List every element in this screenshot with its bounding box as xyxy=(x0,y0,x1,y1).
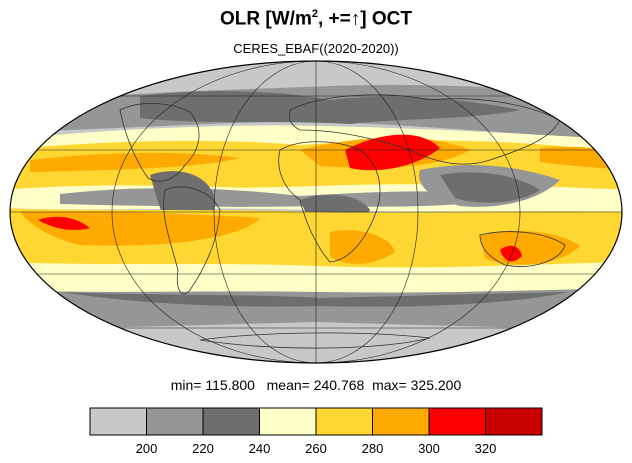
olr-map xyxy=(9,60,623,364)
colorbar-box xyxy=(259,407,317,436)
colorbar-box xyxy=(202,407,260,436)
colorbar-tick-label: 260 xyxy=(305,441,327,456)
max-label: max= xyxy=(372,377,407,393)
globe-outline xyxy=(9,60,623,364)
colorbar-tick-label: 300 xyxy=(418,441,440,456)
eurasia-coast xyxy=(288,94,561,165)
field-warm-pool-dark xyxy=(440,172,540,203)
title-main: OLR [W/m xyxy=(220,8,312,30)
colorbar-boxes xyxy=(89,407,543,436)
title-end: ] OCT xyxy=(360,8,412,30)
australia-coast xyxy=(479,231,566,267)
colorbar-box xyxy=(146,407,204,436)
colorbar-box xyxy=(485,407,543,436)
up-arrow-icon: ↑ xyxy=(350,8,361,30)
coastlines xyxy=(119,94,566,349)
colorbar-box xyxy=(315,407,373,436)
field-pacific-red xyxy=(38,216,90,230)
colorbar-tick-label: 240 xyxy=(249,441,271,456)
colorbar-box xyxy=(89,407,147,436)
north-america-coast xyxy=(119,103,200,182)
colorbar-box xyxy=(428,407,486,436)
title-superscript: 2 xyxy=(311,8,318,20)
field-pacific-north-orange xyxy=(30,152,240,172)
field-south-africa-orange xyxy=(330,230,395,264)
colorbar-tick-label: 280 xyxy=(362,441,384,456)
min-value: 115.800 xyxy=(205,377,255,393)
field-sahara-red xyxy=(345,134,440,171)
min-label: min= xyxy=(170,377,202,393)
africa-coast xyxy=(278,141,381,263)
title-rest: , += xyxy=(317,8,351,30)
south-america-coast xyxy=(163,186,221,295)
field-southern-ocean-dark xyxy=(60,292,570,307)
colorbar-box xyxy=(372,407,430,436)
colorbar-tick-label: 320 xyxy=(475,441,497,456)
mean-label: mean= xyxy=(266,377,310,393)
field-pacific-south-orange xyxy=(20,211,260,246)
antarctica-coast xyxy=(199,332,431,349)
stats-line: min= 115.800 mean= 240.768 max= 325.200 xyxy=(0,377,632,393)
mean-value: 240.768 xyxy=(313,377,365,393)
map-title: OLR [W/m2, +=↑] OCT xyxy=(0,8,632,30)
meridian-ellipse xyxy=(213,61,419,363)
field-australia-red xyxy=(500,245,522,262)
colorbar-ticks: 200 220 240 260 280 300 320 xyxy=(136,441,497,456)
colorbar-tick-label: 200 xyxy=(136,441,158,456)
max-value: 325.200 xyxy=(410,377,462,393)
meridian-ellipse xyxy=(111,61,521,363)
colorbar-tick-label: 220 xyxy=(192,441,214,456)
map-subtitle: CERES_EBAF((2020-2020)) xyxy=(233,41,399,56)
